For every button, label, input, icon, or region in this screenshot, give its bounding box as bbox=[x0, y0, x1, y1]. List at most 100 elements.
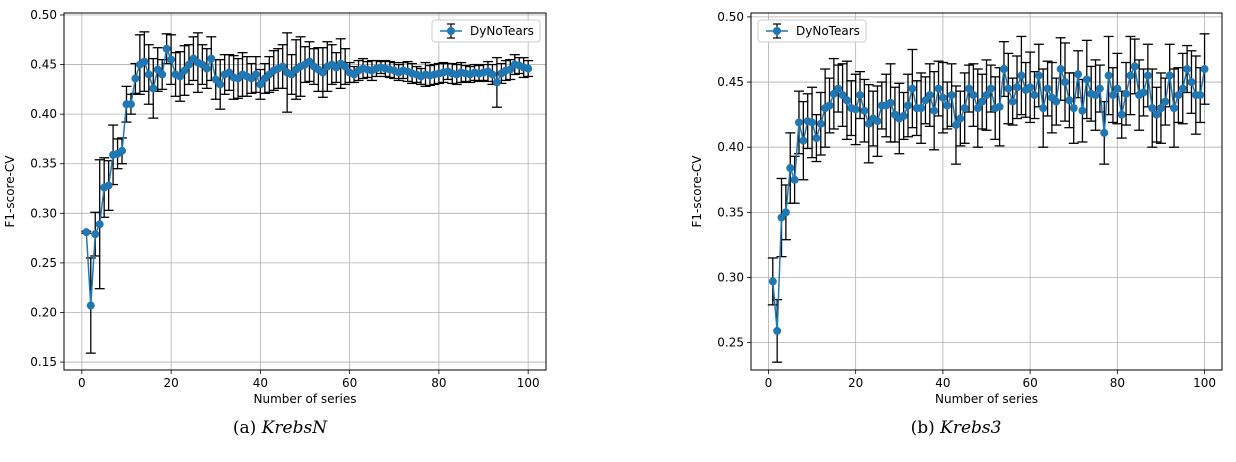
y-tick-label: 0.15 bbox=[30, 355, 57, 369]
y-tick-label: 0.40 bbox=[30, 107, 57, 121]
data-point bbox=[1030, 91, 1039, 100]
data-point bbox=[1056, 65, 1065, 74]
data-point bbox=[938, 93, 947, 102]
data-point bbox=[1108, 91, 1117, 100]
x-tick-label: 20 bbox=[163, 376, 178, 390]
data-point bbox=[908, 84, 917, 93]
y-axis-label: F1-score-CV bbox=[690, 155, 704, 228]
x-tick-label: 0 bbox=[765, 376, 773, 390]
y-tick-label: 0.40 bbox=[717, 140, 744, 154]
data-point bbox=[104, 181, 113, 190]
data-point bbox=[1091, 91, 1100, 100]
data-point bbox=[1052, 97, 1061, 106]
data-point bbox=[790, 175, 799, 184]
data-point bbox=[341, 62, 350, 71]
y-tick-label: 0.45 bbox=[717, 75, 744, 89]
data-point bbox=[808, 118, 817, 127]
data-point bbox=[856, 91, 865, 100]
data-point bbox=[91, 230, 100, 239]
caption-krebsn: (a) KrebsN bbox=[0, 418, 560, 438]
plot-frame bbox=[63, 12, 547, 371]
legend-marker bbox=[447, 27, 455, 35]
data-point bbox=[842, 96, 851, 105]
data-point bbox=[1113, 84, 1122, 93]
legend-box bbox=[431, 19, 541, 43]
data-point bbox=[834, 84, 843, 93]
data-point bbox=[917, 104, 926, 113]
data-point bbox=[1148, 104, 1157, 113]
data-point bbox=[1069, 104, 1078, 113]
x-axis-label: Number of series bbox=[254, 392, 357, 406]
data-point bbox=[1095, 84, 1104, 93]
legend-box bbox=[757, 19, 867, 43]
series-markers bbox=[768, 62, 1209, 335]
data-point bbox=[176, 72, 185, 81]
data-point bbox=[1013, 83, 1022, 92]
data-point bbox=[1196, 91, 1205, 100]
series-markers bbox=[82, 44, 533, 310]
data-point bbox=[318, 68, 327, 77]
x-tick-label: 60 bbox=[342, 376, 357, 390]
chart-krebs3: 0 20 40 60 80 100 0.25 0.30 0.35 0.40 0.45 0.50 Numb… bbox=[690, 10, 1223, 406]
y-tick-label: 0.20 bbox=[30, 305, 57, 319]
data-point bbox=[1065, 96, 1074, 105]
data-point bbox=[999, 65, 1008, 74]
plot-frame bbox=[750, 12, 1223, 371]
data-point bbox=[947, 91, 956, 100]
data-point bbox=[488, 70, 497, 79]
data-point bbox=[216, 80, 225, 89]
data-point bbox=[960, 104, 969, 113]
legend-marker bbox=[773, 27, 781, 35]
data-point bbox=[1152, 110, 1161, 119]
data-point bbox=[812, 134, 821, 143]
data-point bbox=[951, 121, 960, 130]
caption-krebs3: (b) Krebs3 bbox=[676, 418, 1236, 438]
data-point bbox=[95, 220, 104, 229]
data-point bbox=[1170, 104, 1179, 113]
data-point bbox=[126, 100, 135, 109]
data-point bbox=[1156, 104, 1165, 113]
y-tick-label: 0.35 bbox=[717, 205, 744, 219]
data-point bbox=[1074, 70, 1083, 79]
y-tick-label: 0.25 bbox=[30, 256, 57, 270]
data-point bbox=[943, 101, 952, 110]
data-point bbox=[140, 57, 149, 66]
data-point bbox=[1017, 71, 1026, 80]
data-point bbox=[1200, 65, 1209, 74]
data-point bbox=[773, 326, 782, 335]
data-point bbox=[925, 91, 934, 100]
caption-title: KrebsN bbox=[261, 418, 328, 438]
data-point bbox=[131, 74, 140, 83]
caption-prefix: (a) bbox=[232, 418, 257, 438]
data-point bbox=[158, 70, 167, 79]
data-point bbox=[180, 66, 189, 75]
x-tick-label: 100 bbox=[1193, 376, 1216, 390]
y-tick-label: 0.35 bbox=[30, 157, 57, 171]
data-point bbox=[1078, 106, 1087, 115]
data-point bbox=[851, 105, 860, 114]
data-point bbox=[786, 164, 795, 173]
data-point bbox=[1104, 71, 1113, 80]
data-point bbox=[144, 70, 153, 79]
legend-label: DyNoTears bbox=[470, 24, 534, 38]
data-point bbox=[1178, 84, 1187, 93]
data-point bbox=[118, 146, 127, 155]
data-point bbox=[1183, 65, 1192, 74]
data-point bbox=[1117, 110, 1126, 119]
data-point bbox=[1026, 83, 1035, 92]
data-point bbox=[167, 55, 176, 64]
data-point bbox=[1161, 97, 1170, 106]
data-point bbox=[995, 102, 1004, 111]
data-point bbox=[781, 208, 790, 217]
data-point bbox=[965, 84, 974, 93]
data-point bbox=[1039, 104, 1048, 113]
data-point bbox=[1143, 71, 1152, 80]
data-point bbox=[1008, 97, 1017, 106]
data-point bbox=[1082, 75, 1091, 84]
data-point bbox=[1139, 88, 1148, 97]
data-point bbox=[149, 84, 158, 93]
data-point bbox=[768, 277, 777, 286]
data-point bbox=[978, 97, 987, 106]
x-tick-label: 80 bbox=[1110, 376, 1125, 390]
data-point bbox=[799, 136, 808, 145]
